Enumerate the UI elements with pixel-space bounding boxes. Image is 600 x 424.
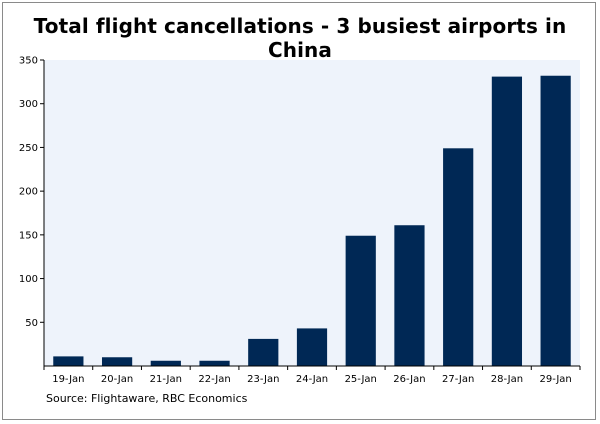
bar [199,360,230,366]
bar [150,360,181,366]
x-tick-label: 23-Jan [247,374,279,385]
bar [296,328,328,366]
x-ticks-group: 19-Jan 20-Jan 21-Jan 22-Jan 23-Jan 24-Jan 25-J… [43,366,581,385]
x-tick-label: 26-Jan [393,374,425,385]
bar [394,225,425,366]
bar [491,76,523,367]
y-tick-label: 300 [19,99,38,110]
x-tick-label: 19-Jan [52,374,84,385]
y-tick-label: 150 [19,230,38,241]
plot-area [44,60,580,366]
x-tick-label: 20-Jan [101,374,133,385]
chart-title: Total flight cancellations - 3 busiest a… [33,14,567,62]
x-tick-label: 25-Jan [345,374,377,385]
x-tick-label: 21-Jan [150,374,182,385]
source-note: Source: Flightaware, RBC Economics [46,392,248,405]
bars-group [53,75,571,367]
y-ticks-group: 50 100 150 200 250 300 350 [19,56,44,329]
y-tick-label: 350 [19,56,38,67]
bar [443,148,474,366]
x-tick-label: 27-Jan [442,374,474,385]
x-tick-label: 28-Jan [491,374,523,385]
bar [248,338,279,366]
x-tick-label: 24-Jan [296,374,328,385]
y-tick-label: 200 [19,187,38,198]
y-tick-label: 100 [19,274,38,285]
bar [540,75,571,366]
x-tick-label: 22-Jan [198,374,230,385]
bar [101,357,133,366]
y-tick-label: 250 [19,143,38,154]
x-tick-label: 29-Jan [539,374,571,385]
y-tick-label: 50 [25,318,38,329]
bar [345,235,376,366]
bar [53,356,84,366]
